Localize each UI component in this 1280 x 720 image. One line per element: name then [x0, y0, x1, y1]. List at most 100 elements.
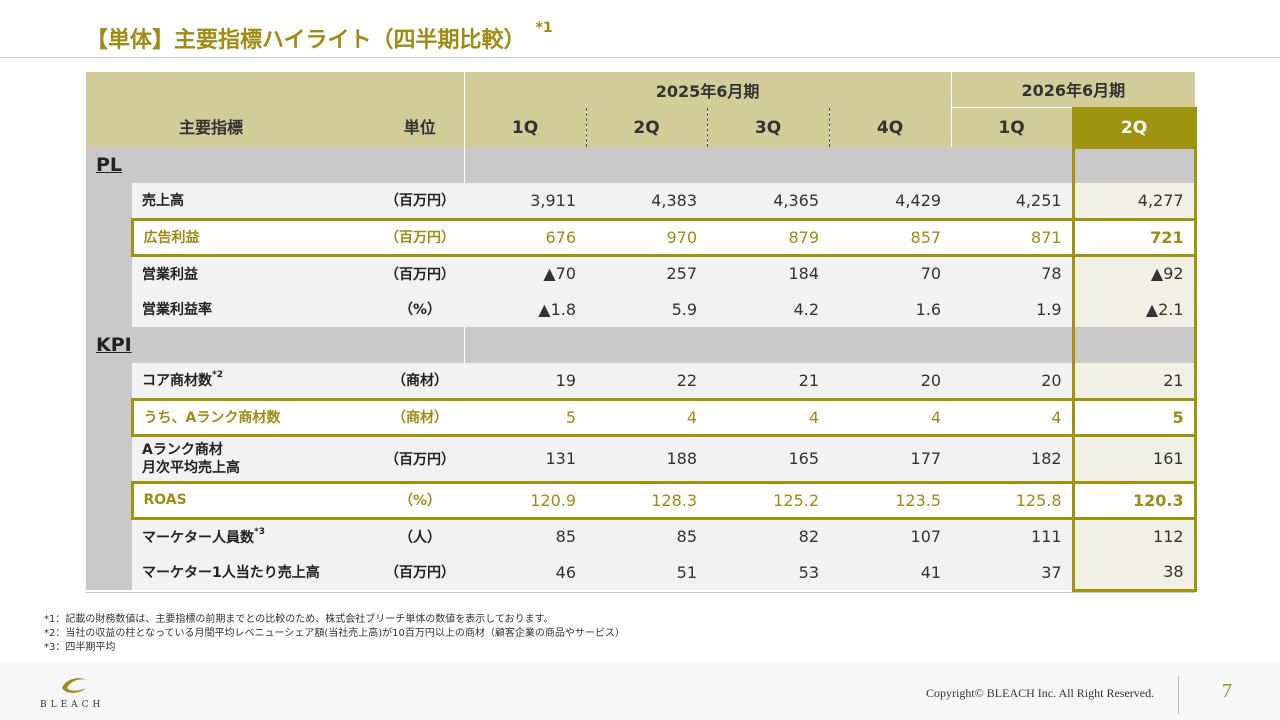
row-unit: （百万円）: [385, 565, 456, 581]
cell-value: 125.8: [951, 480, 1074, 520]
row-footnote-mark: *2: [212, 370, 223, 381]
table-row: 営業利益率 （%） ▲1.8 5.9 4.2 1.6 1.9 ▲2.1: [86, 291, 1197, 327]
cell-value: 165: [788, 449, 820, 468]
footnote-3: *3：四半期平均: [44, 642, 116, 653]
quarter-header: 3Q: [706, 108, 830, 147]
cell-value: ▲70: [543, 264, 577, 284]
header-metric-cell: 主要指標: [86, 72, 377, 147]
table-row: コア商材数*2 （商材） 19 22 21 20 20 21: [86, 363, 1197, 399]
quarter-header: 2Q: [585, 108, 708, 147]
cell-value: 70: [920, 264, 942, 284]
footer-divider: [1178, 676, 1179, 714]
cell-value: 51: [676, 562, 698, 582]
cell-value: ▲1.8: [538, 299, 577, 319]
row-name: 営業利益率: [142, 302, 212, 318]
cell-value: 676: [464, 217, 587, 257]
cell-value: 177: [910, 449, 942, 468]
footnote-2: *2：当社の収益の柱となっている月間平均レベニューシェア額(当社売上高)が10百…: [44, 628, 625, 639]
footnote-1: *1：記載の財務数値は、主要指標の前期までとの比較のため、株式会社ブリーチ単体の…: [44, 614, 554, 625]
cell-value: 1.6: [915, 299, 942, 319]
table-header-quarters: 1Q 2Q 3Q 4Q 1Q 2Q: [86, 106, 1197, 149]
cell-value: 182: [1031, 449, 1062, 468]
footnotes: *1：記載の財務数値は、主要指標の前期までとの比較のため、株式会社ブリーチ単体の…: [44, 613, 625, 655]
cell-value: 111: [1031, 527, 1062, 547]
cell-value: 41: [920, 562, 942, 582]
cell-value: 20: [1041, 370, 1062, 390]
row-name: 売上高: [142, 193, 184, 210]
title-footnote-mark: *1: [535, 20, 553, 36]
cell-value: 857: [829, 217, 952, 257]
section-row-pl: PL: [86, 147, 1197, 183]
row-unit: （%）: [376, 480, 465, 520]
cell-value-current: 4,277: [1071, 183, 1197, 219]
table-row-highlight: うち、Aランク商材数 （商材） 5 4 4 4 4 5: [86, 397, 1197, 437]
row-unit: （人）: [399, 529, 442, 546]
cell-value: 3,911: [530, 190, 577, 210]
table-row: マーケター1人当たり売上高 （百万円） 46 51 53 41 37 38: [86, 554, 1197, 592]
cell-value: 4.2: [793, 299, 820, 319]
cell-value: 19: [555, 370, 577, 390]
cell-value: 871: [951, 217, 1074, 257]
row-name: コア商材数*2: [132, 363, 376, 399]
row-unit: （商材）: [376, 397, 465, 437]
cell-value: 85: [555, 527, 577, 547]
row-footnote-mark: *3: [254, 526, 265, 537]
section-row-kpi: KPI: [86, 327, 1197, 363]
row-unit: （百万円）: [385, 266, 456, 283]
cell-value: 970: [586, 217, 708, 257]
cell-value: 184: [788, 264, 820, 284]
cell-value: 4,429: [895, 190, 942, 210]
year-header-2025: 2025年6月期: [463, 72, 952, 108]
cell-value-current: 120.3: [1071, 480, 1197, 520]
logo-text: BLEACH: [40, 700, 105, 710]
header-unit-label: 単位: [403, 118, 436, 137]
header-unit-cell: 単位: [376, 72, 465, 147]
cell-value: 1.9: [1036, 299, 1062, 319]
row-name: ROAS: [130, 480, 377, 520]
cell-value: 123.5: [829, 480, 952, 520]
cell-value-current: ▲92: [1071, 255, 1197, 291]
page-title-text: 【単体】主要指標ハイライト（四半期比較）: [86, 28, 526, 53]
cell-value: 37: [1041, 562, 1062, 582]
cell-value: 120.9: [464, 480, 587, 520]
row-name: うち、Aランク商材数: [130, 397, 377, 437]
cell-value: 128.3: [586, 480, 708, 520]
cell-value: 53: [798, 562, 820, 582]
row-unit: （百万円）: [385, 193, 456, 210]
cell-value: 82: [798, 527, 820, 547]
cell-value-current: 21: [1071, 363, 1197, 399]
table-row: 売上高 （百万円） 3,911 4,383 4,365 4,429 4,251 …: [86, 183, 1197, 219]
cell-value-current: ▲2.1: [1071, 291, 1197, 327]
cell-value: 20: [920, 370, 942, 390]
cell-value: 879: [707, 217, 830, 257]
row-name-text: マーケター人員数: [142, 529, 254, 546]
section-label-kpi: KPI: [86, 327, 465, 363]
row-unit: （商材）: [392, 373, 449, 390]
cell-value-current: 721: [1071, 217, 1197, 257]
cell-value: 4,383: [651, 190, 698, 210]
cell-value: 4: [951, 397, 1074, 437]
table-row: Aランク商材 月次平均売上高 （百万円） 131 188 165 177 182…: [86, 435, 1197, 482]
cell-value: 5.9: [671, 299, 698, 319]
table-row: 営業利益 （百万円） ▲70 257 184 70 78 ▲92: [86, 255, 1197, 291]
row-name: マーケター1人当たり売上高: [142, 565, 320, 581]
year-header-2026: 2026年6月期: [950, 72, 1196, 108]
footer-band: [0, 662, 1280, 720]
cell-value: 4,251: [1015, 190, 1062, 210]
quarter-header: 1Q: [950, 108, 1074, 147]
row-unit: （百万円）: [376, 217, 465, 257]
cell-value: 46: [555, 562, 577, 582]
quarter-header: 1Q: [463, 108, 587, 147]
quarter-header-current: 2Q: [1071, 106, 1197, 149]
cell-value: 4: [829, 397, 952, 437]
row-name: 広告利益: [130, 217, 377, 257]
table-row-highlight: 広告利益 （百万円） 676 970 879 857 871 721: [86, 217, 1197, 257]
cell-value-current: 38: [1071, 554, 1197, 592]
page-title: 【単体】主要指標ハイライト（四半期比較） *1: [86, 20, 553, 54]
row-name-text: コア商材数: [142, 373, 212, 390]
cell-value: 85: [676, 527, 698, 547]
table-row: マーケター人員数*3 （人） 85 85 82 107 111 112: [86, 518, 1197, 554]
cell-value: 21: [798, 370, 820, 390]
kpi-table: 主要指標 単位 2025年6月期 2026年6月期 1Q 2Q 3Q 4Q 1Q…: [86, 72, 1197, 593]
row-unit: （%）: [399, 302, 442, 318]
